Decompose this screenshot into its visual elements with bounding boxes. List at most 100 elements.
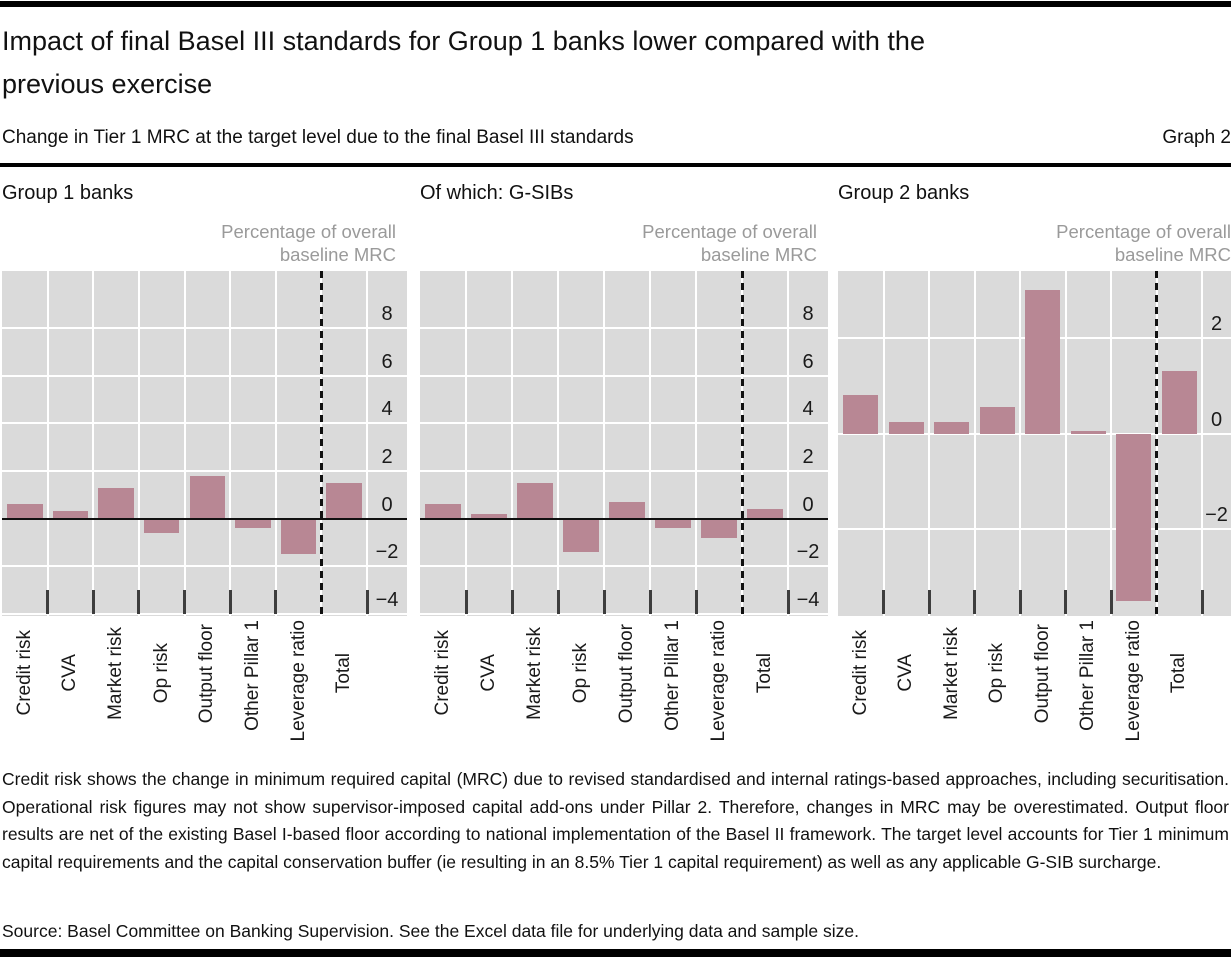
y-tick-label: 0 bbox=[381, 493, 393, 516]
plot-area-group-2-banks: 2 0 −2 bbox=[838, 271, 1231, 616]
x-axis-tick bbox=[91, 590, 95, 614]
x-category-label-cva: CVA bbox=[478, 654, 499, 692]
horizontal-gridline bbox=[420, 469, 828, 472]
bar-output-floor bbox=[609, 501, 645, 519]
x-axis-tick bbox=[46, 590, 50, 614]
subtitle-row: Change in Tier 1 MRC at the target level… bbox=[2, 127, 1231, 149]
horizontal-gridline bbox=[420, 422, 828, 425]
x-category-label-other-pillar-1: Other Pillar 1 bbox=[662, 620, 683, 731]
x-axis-tick bbox=[464, 590, 468, 614]
panel-title-group-2-banks: Group 2 banks bbox=[838, 182, 970, 204]
vertical-gridline bbox=[46, 271, 49, 616]
y-tick-label: −4 bbox=[796, 589, 820, 612]
bar-market-risk bbox=[934, 421, 970, 434]
chart-panel-group-1-banks: Group 1 banks Percentage of overall baseli… bbox=[2, 180, 407, 770]
vertical-gridline bbox=[695, 271, 697, 616]
bar-output-floor bbox=[189, 475, 226, 519]
x-category-label-total: Total bbox=[754, 653, 775, 694]
x-category-label-credit-risk: Credit risk bbox=[849, 630, 871, 716]
plot-area-of-which-g-sibs: 8 6 4 2 0 −2 −4 bbox=[420, 271, 828, 616]
bar-leverage-ratio bbox=[1116, 433, 1152, 602]
bar-cva bbox=[52, 511, 89, 519]
horizontal-gridline bbox=[420, 374, 828, 377]
y-tick-label: 0 bbox=[1210, 408, 1223, 431]
vertical-gridline bbox=[229, 271, 232, 616]
vertical-gridline bbox=[1064, 271, 1067, 616]
horizontal-gridline bbox=[2, 565, 407, 568]
y-tick-label: 2 bbox=[381, 445, 393, 468]
bar-other-pillar-1 bbox=[655, 518, 691, 529]
x-category-label-credit-risk: Credit risk bbox=[432, 630, 453, 716]
x-category-label-output-floor: Output floor bbox=[1031, 623, 1053, 723]
x-axis-tick bbox=[602, 590, 606, 614]
x-axis-tick bbox=[1200, 590, 1204, 614]
x-axis-tick bbox=[183, 590, 186, 614]
axis-unit-label: Percentage of overall baseline MRC bbox=[2, 220, 407, 266]
horizontal-gridline bbox=[838, 528, 1231, 531]
bar-other-pillar-1 bbox=[1070, 431, 1106, 434]
bar-other-pillar-1 bbox=[235, 518, 271, 529]
horizontal-gridline bbox=[838, 432, 1231, 435]
x-axis-tick bbox=[137, 590, 141, 614]
vertical-gridline bbox=[92, 271, 95, 616]
x-category-label-other-pillar-1: Other Pillar 1 bbox=[1077, 620, 1099, 731]
vertical-gridline bbox=[511, 271, 513, 616]
bar-market-risk bbox=[517, 482, 553, 519]
x-category-label-cva: CVA bbox=[895, 654, 917, 692]
horizontal-gridline bbox=[420, 613, 828, 616]
x-axis-tick bbox=[1018, 590, 1022, 614]
vertical-gridline bbox=[603, 271, 605, 616]
axis-unit-label-line-2: baseline MRC bbox=[700, 244, 817, 265]
y-tick-label: 0 bbox=[802, 493, 814, 516]
x-category-label-op-risk: Op risk bbox=[150, 643, 172, 704]
x-axis-tick bbox=[274, 590, 278, 614]
bar-total bbox=[747, 509, 783, 519]
chart-panel-group-2-banks: Group 2 banks Percentage of overall baseli… bbox=[838, 180, 1231, 770]
report-title-line-1: Impact of final Basel III standards for … bbox=[2, 26, 925, 56]
horizontal-gridline bbox=[420, 326, 828, 329]
y-tick-label: −2 bbox=[375, 541, 399, 564]
footnote-text: Credit risk shows the change in minimum … bbox=[2, 769, 1229, 872]
x-category-label-other-pillar-1: Other Pillar 1 bbox=[241, 620, 263, 731]
horizontal-gridline bbox=[2, 374, 407, 377]
y-tick-label: 6 bbox=[802, 350, 814, 373]
x-category-label-total: Total bbox=[333, 653, 355, 694]
zero-line bbox=[420, 517, 828, 520]
vertical-gridline bbox=[1019, 271, 1021, 616]
axis-unit-label-line-1: Percentage of overall bbox=[1056, 221, 1231, 242]
axis-unit-label-line-1: Percentage of overall bbox=[221, 221, 396, 242]
x-category-label-cva: CVA bbox=[59, 654, 81, 692]
x-axis-tick bbox=[556, 590, 560, 614]
bar-cva bbox=[471, 513, 507, 519]
x-axis-tick bbox=[510, 590, 514, 614]
bar-op-risk bbox=[563, 518, 599, 553]
vertical-gridline bbox=[465, 271, 467, 616]
source-line: Source: Basel Committee on Banking Super… bbox=[2, 921, 860, 941]
vertical-gridline bbox=[882, 271, 885, 616]
axis-unit-label-line-2: baseline MRC bbox=[279, 244, 396, 265]
axis-unit-label-line-2: baseline MRC bbox=[1114, 244, 1231, 265]
vertical-gridline bbox=[1201, 271, 1203, 616]
bar-credit-risk bbox=[425, 504, 461, 519]
chart-subtitle: Change in Tier 1 MRC at the target level… bbox=[2, 127, 634, 148]
x-axis-tick bbox=[973, 590, 976, 614]
y-tick-label: 8 bbox=[381, 302, 393, 325]
bar-op-risk bbox=[979, 407, 1015, 434]
axis-unit-label: Percentage of overall baseline MRC bbox=[420, 220, 828, 266]
bar-total bbox=[1161, 371, 1197, 434]
x-axis-tick bbox=[648, 590, 652, 614]
y-tick-label: 6 bbox=[381, 350, 393, 373]
y-tick-label: 2 bbox=[1210, 312, 1223, 335]
bar-total bbox=[326, 482, 362, 519]
dashed-separator-line bbox=[319, 271, 323, 616]
horizontal-gridline bbox=[420, 565, 828, 568]
bar-output-floor bbox=[1025, 290, 1061, 434]
x-category-label-market-risk: Market risk bbox=[105, 626, 127, 720]
x-axis-tick bbox=[694, 590, 698, 614]
x-category-label-op-risk: Op risk bbox=[986, 643, 1008, 704]
axis-unit-label-line-1: Percentage of overall bbox=[642, 221, 817, 242]
y-tick-label: 8 bbox=[802, 302, 814, 325]
x-category-labels: Credit risk CVA Market risk Op risk Output f… bbox=[838, 616, 1231, 766]
x-category-label-leverage-ratio: Leverage ratio bbox=[287, 620, 309, 742]
y-tick-label: −2 bbox=[796, 541, 820, 564]
